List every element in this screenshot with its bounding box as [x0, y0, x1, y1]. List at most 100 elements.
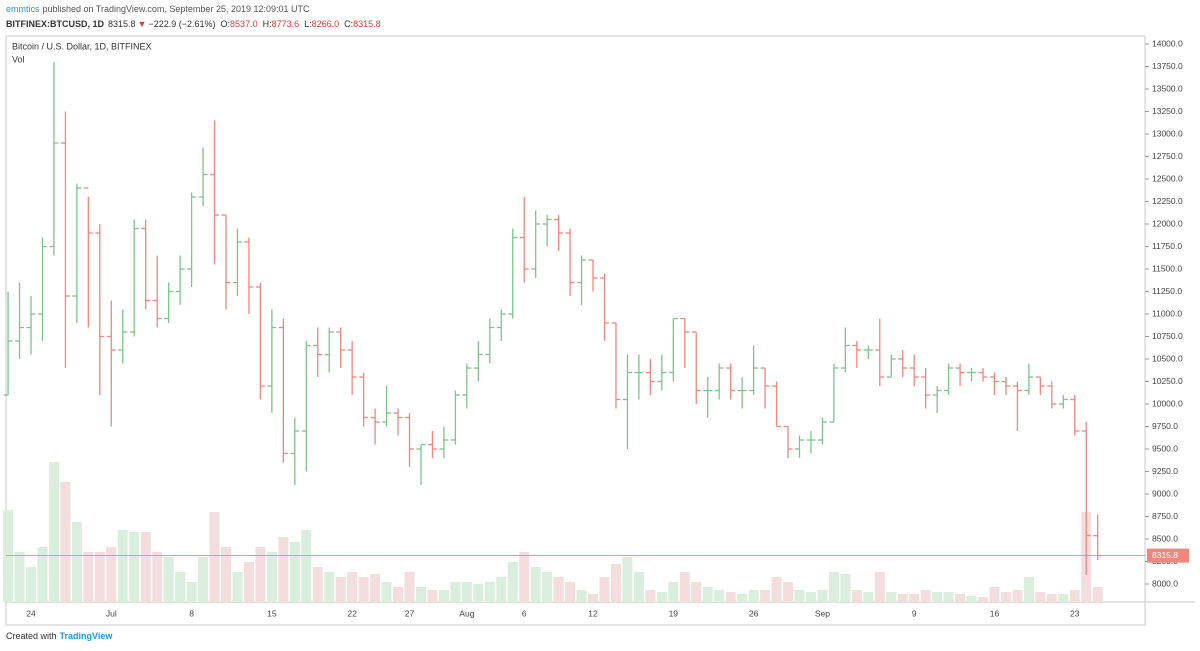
axes-layer: 8000.08250.08500.08750.09000.09250.09500… — [26, 38, 1189, 618]
volume-bar — [1023, 577, 1034, 602]
x-tick-label: 12 — [588, 608, 598, 618]
volume-bar — [966, 596, 977, 602]
y-tick-label: 9250.0 — [1152, 466, 1178, 476]
volume-bar — [186, 582, 197, 602]
x-tick-label: 15 — [267, 608, 277, 618]
published: published on TradingView.com, September … — [43, 4, 311, 14]
volume-bar — [427, 590, 438, 602]
y-tick-label: 9500.0 — [1152, 443, 1178, 453]
volume-bar — [920, 590, 931, 602]
volume-bar — [805, 592, 816, 602]
volume-bar — [461, 582, 472, 602]
volume-bar — [565, 582, 576, 602]
volume-bar — [553, 577, 564, 602]
y-tick-label: 12000.0 — [1152, 218, 1183, 228]
footer: Created with TradingView — [6, 631, 113, 641]
x-tick-label: 6 — [522, 608, 527, 618]
volume-bar — [404, 572, 415, 602]
change: −222.9 (−2.61%) — [148, 19, 215, 29]
volume-bar — [691, 582, 702, 602]
volume-bar — [14, 552, 25, 602]
volume-bar — [163, 557, 174, 602]
brand[interactable]: TradingView — [60, 631, 114, 641]
volume-bar — [1069, 590, 1080, 602]
volume-bar — [714, 590, 725, 602]
y-tick-label: 9000.0 — [1152, 488, 1178, 498]
down-arrow: ▼ — [138, 19, 147, 29]
volume-bar — [989, 587, 1000, 602]
volume-bar — [874, 572, 885, 602]
volume-bar — [415, 587, 426, 602]
y-tick-label: 10500.0 — [1152, 353, 1183, 363]
volume-bar — [289, 542, 300, 602]
volume-bar — [668, 582, 679, 602]
price-tag-label: 8315.8 — [1152, 550, 1178, 560]
volume-bar — [748, 590, 759, 602]
y-tick-label: 8500.0 — [1152, 533, 1178, 543]
volume-bar — [370, 574, 381, 602]
price-layer — [3, 62, 1145, 576]
volume-bar — [301, 530, 312, 602]
volume-bar — [255, 547, 266, 602]
created-with: Created with — [6, 631, 57, 641]
volume-bar — [519, 552, 530, 602]
volume-bar — [588, 594, 599, 602]
volume-bar — [530, 567, 541, 602]
y-tick-label: 9750.0 — [1152, 421, 1178, 431]
volume-bar — [335, 577, 346, 602]
x-tick-label: Sep — [815, 608, 830, 618]
x-tick-label: 27 — [405, 608, 415, 618]
x-tick-label: Aug — [459, 608, 474, 618]
volume-label: Vol — [12, 54, 25, 64]
y-tick-label: 12250.0 — [1152, 196, 1183, 206]
volume-bar — [863, 592, 874, 602]
volume-bar — [771, 577, 782, 602]
y-tick-label: 13500.0 — [1152, 83, 1183, 93]
volume-bar — [542, 572, 553, 602]
volume-bar — [737, 594, 748, 602]
publish-line: emmtics published on TradingView.com, Sep… — [6, 4, 310, 14]
volume-bar — [840, 574, 851, 602]
volume-bar — [209, 512, 220, 602]
y-tick-label: 11500.0 — [1152, 263, 1182, 273]
volume-bar — [312, 567, 323, 602]
symbol: BITFINEX:BTCUSD, 1D — [6, 19, 105, 29]
y-tick-label: 14000.0 — [1152, 38, 1183, 48]
volume-bar — [175, 572, 186, 602]
volume-bar — [817, 590, 828, 602]
y-tick-label: 10000.0 — [1152, 398, 1183, 408]
quote-line: BITFINEX:BTCUSD, 1D 8315.8 ▼ −222.9 (−2.61%… — [6, 19, 381, 29]
y-tick-label: 12500.0 — [1152, 173, 1183, 183]
volume-bar — [266, 552, 277, 602]
volume-bar — [71, 522, 82, 602]
quote-value: 8315.8 — [353, 19, 381, 29]
volume-bar — [897, 594, 908, 602]
volume-bar — [507, 562, 518, 602]
last: 8315.8 — [108, 19, 136, 29]
y-tick-label: 10750.0 — [1152, 331, 1183, 341]
volume-bar — [278, 537, 289, 602]
volume-bar — [106, 547, 117, 602]
volume-bar — [438, 590, 449, 602]
volume-bar — [943, 592, 954, 602]
volume-bar — [794, 590, 805, 602]
price-tag — [1147, 548, 1189, 563]
y-tick-label: 11750.0 — [1152, 241, 1182, 251]
volume-bar — [220, 547, 231, 602]
quote: O:8537.0 H:8773.6 L:8266.0 C:8315.8 — [221, 19, 381, 29]
volume-bar — [909, 594, 920, 602]
y-tick-label: 8750.0 — [1152, 511, 1178, 521]
volume-bar — [450, 582, 461, 602]
volume-bar — [828, 572, 839, 602]
volume-bar — [656, 592, 667, 602]
y-tick-label: 12750.0 — [1152, 151, 1183, 161]
volume-bar — [26, 567, 36, 602]
author[interactable]: emmtics — [6, 4, 40, 14]
y-tick-label: 11250.0 — [1152, 286, 1182, 296]
volume-bar — [129, 532, 140, 602]
volume-bar — [1035, 592, 1046, 602]
volume-bar — [3, 510, 14, 602]
x-tick-label: 8 — [189, 608, 194, 618]
quote-value: 8266.0 — [312, 19, 340, 29]
